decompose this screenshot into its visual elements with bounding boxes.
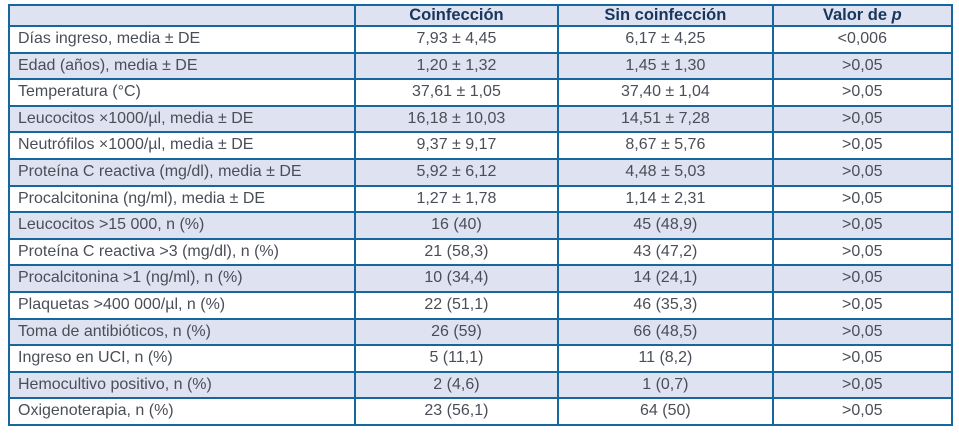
row-label: Días ingreso, media ± DE bbox=[8, 24, 356, 54]
p-value: >0,05 bbox=[771, 78, 954, 107]
coinfeccion-value: 22 (51,1) bbox=[353, 290, 560, 320]
row-label: Procalcitonina >1 (ng/ml), n (%) bbox=[8, 264, 356, 293]
row-label: Hemocultivo positivo, n (%) bbox=[8, 370, 356, 400]
table-row: Proteína C reactiva >3 (mg/dl), n (%) 21… bbox=[8, 237, 954, 267]
p-value: >0,05 bbox=[771, 317, 954, 347]
coinfection-stats-table: Coinfección Sin coinfección Valor de p D… bbox=[8, 4, 954, 426]
sin-coinfeccion-value: 14 (24,1) bbox=[557, 264, 774, 293]
sin-coinfeccion-value: 64 (50) bbox=[557, 397, 774, 426]
row-label: Proteína C reactiva (mg/dl), media ± DE bbox=[8, 157, 356, 187]
p-value: >0,05 bbox=[771, 290, 954, 320]
coinfeccion-value: 2 (4,6) bbox=[353, 370, 560, 400]
coinfeccion-value: 23 (56,1) bbox=[353, 397, 560, 426]
sin-coinfeccion-value: 6,17 ± 4,25 bbox=[557, 24, 774, 54]
p-value-header-symbol: p bbox=[891, 6, 902, 24]
p-value: >0,05 bbox=[771, 157, 954, 187]
comparison-table-container: Coinfección Sin coinfección Valor de p D… bbox=[8, 4, 954, 426]
row-label: Leucocitos >15 000, n (%) bbox=[8, 211, 356, 240]
row-label: Procalcitonina (ng/ml), media ± DE bbox=[8, 184, 356, 214]
table-row: Leucocitos ×1000/µl, media ± DE 16,18 ± … bbox=[8, 104, 954, 134]
table-row: Hemocultivo positivo, n (%) 2 (4,6) 1 (0… bbox=[8, 370, 954, 400]
sin-coinfeccion-value: 1 (0,7) bbox=[557, 370, 774, 400]
coinfeccion-value: 1,20 ± 1,32 bbox=[353, 51, 560, 81]
coinfeccion-value: 16,18 ± 10,03 bbox=[353, 104, 560, 134]
sin-coinfeccion-value: 46 (35,3) bbox=[557, 290, 774, 320]
table-row: Temperatura (°C) 37,61 ± 1,05 37,40 ± 1,… bbox=[8, 78, 954, 107]
table-row: Neutrófilos ×1000/µl, media ± DE 9,37 ± … bbox=[8, 131, 954, 160]
table-row: Toma de antibióticos, n (%) 26 (59) 66 (… bbox=[8, 317, 954, 347]
p-value: >0,05 bbox=[771, 370, 954, 400]
p-value: >0,05 bbox=[771, 237, 954, 267]
p-value: >0,05 bbox=[771, 344, 954, 373]
coinfeccion-value: 37,61 ± 1,05 bbox=[353, 78, 560, 107]
table-row: Plaquetas >400 000/µl, n (%) 22 (51,1) 4… bbox=[8, 290, 954, 320]
p-value: >0,05 bbox=[771, 131, 954, 160]
coinfeccion-value: 5,92 ± 6,12 bbox=[353, 157, 560, 187]
row-label: Leucocitos ×1000/µl, media ± DE bbox=[8, 104, 356, 134]
row-label: Neutrófilos ×1000/µl, media ± DE bbox=[8, 131, 356, 160]
table-row: Edad (años), media ± DE 1,20 ± 1,32 1,45… bbox=[8, 51, 954, 81]
sin-coinfeccion-value: 4,48 ± 5,03 bbox=[557, 157, 774, 187]
p-value: >0,05 bbox=[771, 264, 954, 293]
p-value: <0,006 bbox=[771, 24, 954, 54]
table-row: Procalcitonina (ng/ml), media ± DE 1,27 … bbox=[8, 184, 954, 214]
sin-coinfeccion-value: 37,40 ± 1,04 bbox=[557, 78, 774, 107]
p-value: >0,05 bbox=[771, 104, 954, 134]
header-valor-de-p: Valor de p bbox=[771, 4, 954, 27]
coinfeccion-value: 16 (40) bbox=[353, 211, 560, 240]
table-row: Días ingreso, media ± DE 7,93 ± 4,45 6,1… bbox=[8, 24, 954, 54]
row-label: Ingreso en UCI, n (%) bbox=[8, 344, 356, 373]
row-label: Toma de antibióticos, n (%) bbox=[8, 317, 356, 347]
sin-coinfeccion-value: 11 (8,2) bbox=[557, 344, 774, 373]
sin-coinfeccion-value: 14,51 ± 7,28 bbox=[557, 104, 774, 134]
header-empty-cell bbox=[8, 4, 356, 27]
table-row: Procalcitonina >1 (ng/ml), n (%) 10 (34,… bbox=[8, 264, 954, 293]
row-label: Plaquetas >400 000/µl, n (%) bbox=[8, 290, 356, 320]
table-row: Oxigenoterapia, n (%) 23 (56,1) 64 (50) … bbox=[8, 397, 954, 426]
coinfeccion-value: 26 (59) bbox=[353, 317, 560, 347]
header-sin-coinfeccion: Sin coinfección bbox=[557, 4, 774, 27]
coinfeccion-value: 21 (58,3) bbox=[353, 237, 560, 267]
sin-coinfeccion-value: 43 (47,2) bbox=[557, 237, 774, 267]
sin-coinfeccion-value: 8,67 ± 5,76 bbox=[557, 131, 774, 160]
header-coinfeccion: Coinfección bbox=[353, 4, 560, 27]
coinfeccion-value: 5 (11,1) bbox=[353, 344, 560, 373]
header-row: Coinfección Sin coinfección Valor de p bbox=[8, 4, 954, 27]
sin-coinfeccion-value: 45 (48,9) bbox=[557, 211, 774, 240]
row-label: Edad (años), media ± DE bbox=[8, 51, 356, 81]
coinfeccion-value: 10 (34,4) bbox=[353, 264, 560, 293]
sin-coinfeccion-value: 66 (48,5) bbox=[557, 317, 774, 347]
sin-coinfeccion-value: 1,45 ± 1,30 bbox=[557, 51, 774, 81]
row-label: Proteína C reactiva >3 (mg/dl), n (%) bbox=[8, 237, 356, 267]
table-row: Ingreso en UCI, n (%) 5 (11,1) 11 (8,2) … bbox=[8, 344, 954, 373]
table-row: Proteína C reactiva (mg/dl), media ± DE … bbox=[8, 157, 954, 187]
p-value: >0,05 bbox=[771, 51, 954, 81]
p-value: >0,05 bbox=[771, 184, 954, 214]
p-value: >0,05 bbox=[771, 397, 954, 426]
coinfeccion-value: 9,37 ± 9,17 bbox=[353, 131, 560, 160]
p-value: >0,05 bbox=[771, 211, 954, 240]
row-label: Temperatura (°C) bbox=[8, 78, 356, 107]
table-row: Leucocitos >15 000, n (%) 16 (40) 45 (48… bbox=[8, 211, 954, 240]
sin-coinfeccion-value: 1,14 ± 2,31 bbox=[557, 184, 774, 214]
p-value-header-prefix: Valor de bbox=[822, 6, 892, 24]
coinfeccion-value: 7,93 ± 4,45 bbox=[353, 24, 560, 54]
row-label: Oxigenoterapia, n (%) bbox=[8, 397, 356, 426]
coinfeccion-value: 1,27 ± 1,78 bbox=[353, 184, 560, 214]
